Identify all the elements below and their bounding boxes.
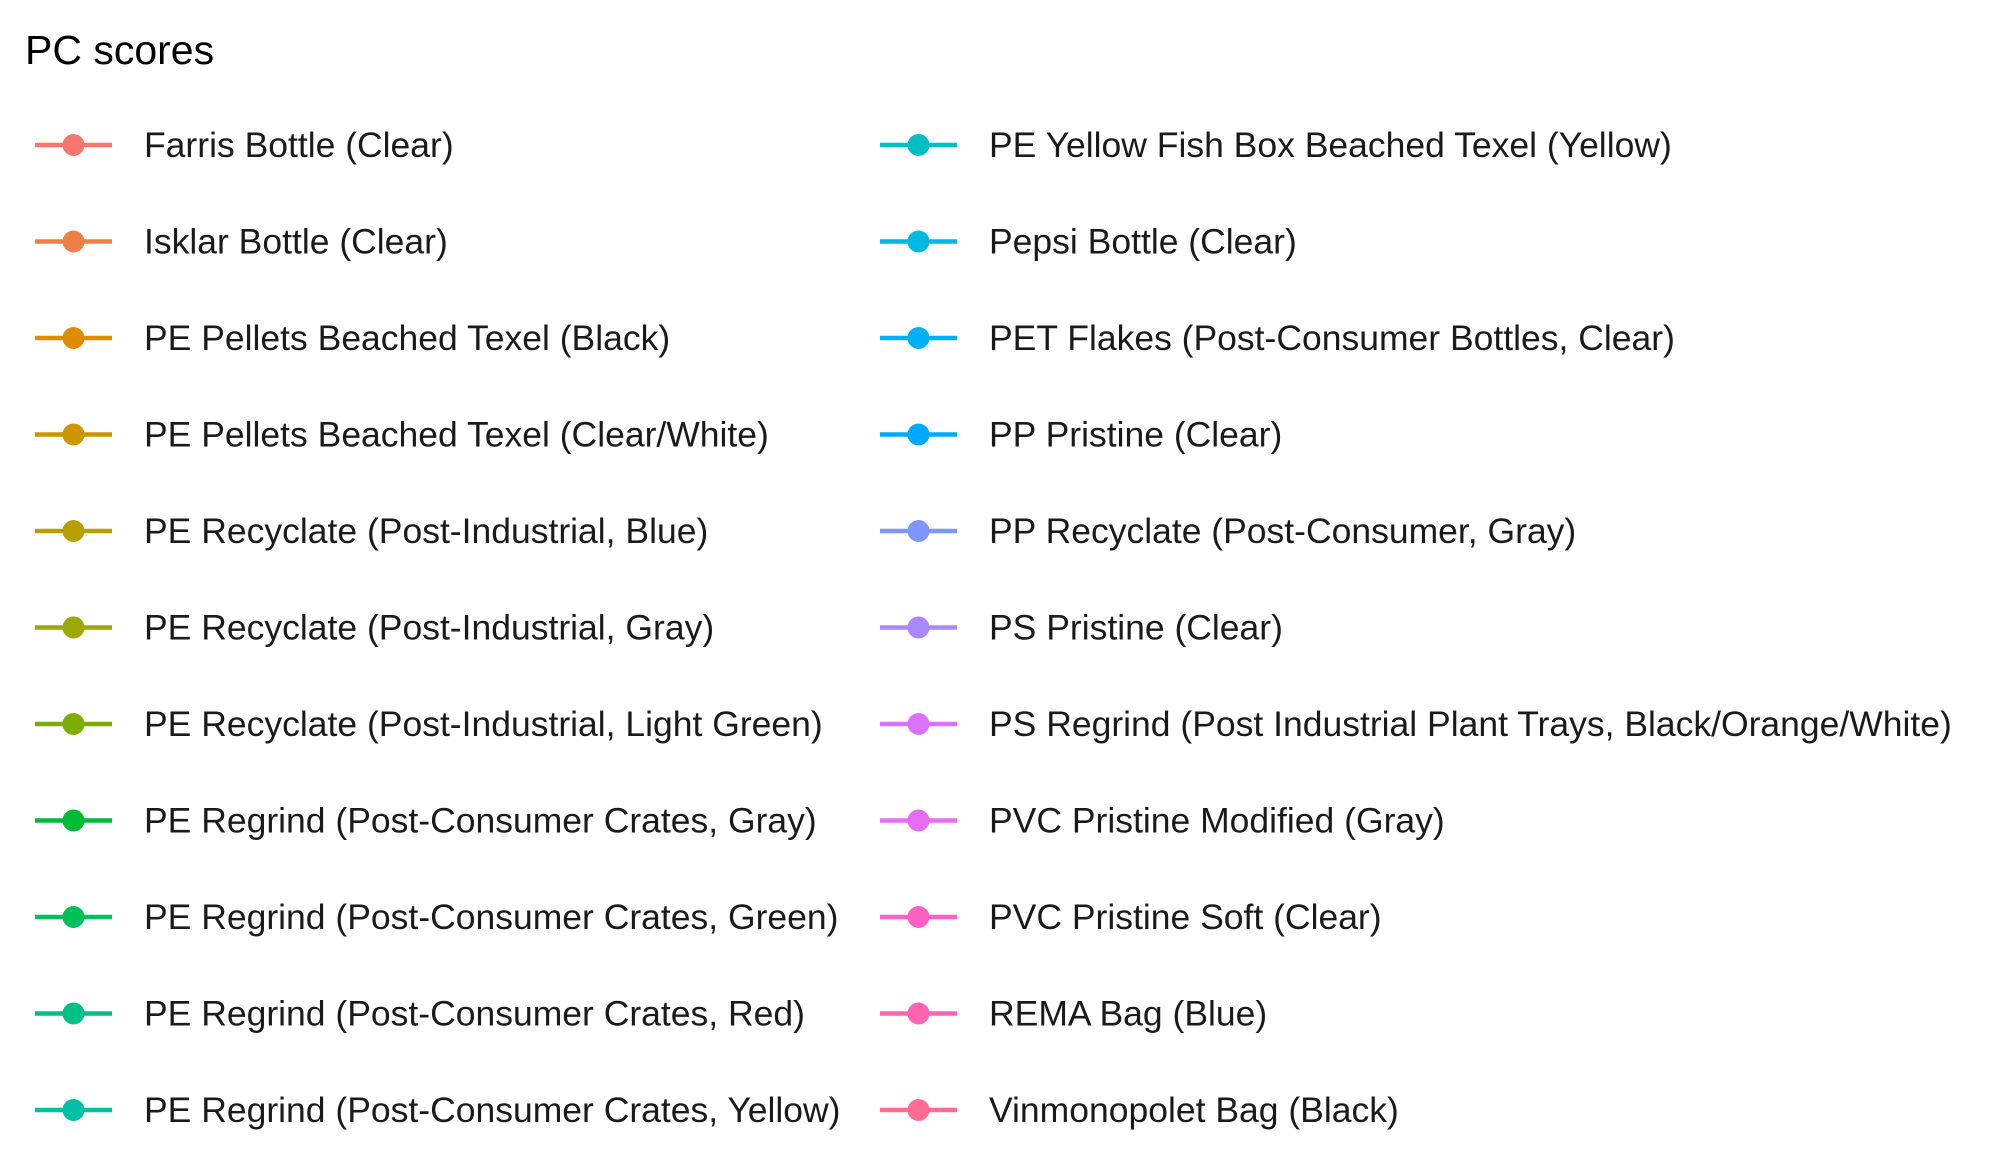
legend-label: PE Pellets Beached Texel (Clear/White) [144, 415, 769, 455]
legend-label: PVC Pristine Modified (Gray) [989, 801, 1445, 841]
legend-label: PET Flakes (Post-Consumer Bottles, Clear… [989, 318, 1675, 358]
legend-entry: Vinmonopolet Bag (Black) [880, 1090, 1399, 1130]
legend-label: PE Recyclate (Post-Industrial, Gray) [144, 608, 714, 648]
legend-entry: PP Pristine (Clear) [880, 415, 1282, 455]
legend-key-point [907, 1099, 930, 1121]
legend-label: PVC Pristine Soft (Clear) [989, 897, 1382, 937]
legend-entry: PVC Pristine Soft (Clear) [880, 897, 1382, 937]
legend-key-point [907, 616, 930, 639]
legend-key-point [62, 1099, 85, 1121]
legend-entry: PE Pellets Beached Texel (Black) [35, 318, 670, 358]
legend-label: PE Recyclate (Post-Industrial, Light Gre… [144, 704, 823, 744]
legend-label: PE Regrind (Post-Consumer Crates, Yellow… [144, 1090, 840, 1130]
legend-key-point [907, 134, 930, 156]
legend-key-point [62, 423, 85, 446]
legend-label: Vinmonopolet Bag (Black) [989, 1090, 1399, 1130]
legend-entry: PS Regrind (Post Industrial Plant Trays,… [880, 704, 1952, 744]
legend-key-point [62, 327, 85, 349]
legend-key-point [907, 423, 930, 446]
legend-entry: Farris Bottle (Clear) [35, 125, 454, 165]
legend-label: PE Regrind (Post-Consumer Crates, Gray) [144, 801, 817, 841]
legend-entry: PE Recyclate (Post-Industrial, Blue) [35, 511, 708, 551]
legend-key-point [62, 134, 85, 156]
legend-label: PS Regrind (Post Industrial Plant Trays,… [989, 704, 1952, 744]
legend-label: PE Regrind (Post-Consumer Crates, Green) [144, 897, 838, 937]
legend-key-point [62, 230, 85, 253]
legend-key-point [907, 230, 930, 253]
legend-label: Pepsi Bottle (Clear) [989, 222, 1297, 262]
legend-label: PE Yellow Fish Box Beached Texel (Yellow… [989, 125, 1672, 165]
legend-entry: PE Regrind (Post-Consumer Crates, Yellow… [35, 1090, 840, 1130]
legend-title: PC scores [25, 27, 214, 73]
legend-key-point [907, 809, 930, 832]
legend-label: PP Recyclate (Post-Consumer, Gray) [989, 511, 1576, 551]
legend-label: Farris Bottle (Clear) [144, 125, 454, 165]
legend-entry: PVC Pristine Modified (Gray) [880, 801, 1445, 841]
legend-label: PE Regrind (Post-Consumer Crates, Red) [144, 994, 805, 1034]
legend-label: PE Pellets Beached Texel (Black) [144, 318, 670, 358]
legend-key-point [62, 520, 85, 542]
legend-entry: REMA Bag (Blue) [880, 994, 1267, 1034]
legend-entry: Pepsi Bottle (Clear) [880, 222, 1297, 262]
legend-entries: Farris Bottle (Clear) Isklar Bottle (Clea… [35, 125, 1952, 1130]
legend-label: PE Recyclate (Post-Industrial, Blue) [144, 511, 708, 551]
legend-key-point [907, 713, 930, 735]
legend-entry: PE Recyclate (Post-Industrial, Light Gre… [35, 704, 823, 744]
legend-entry: PE Regrind (Post-Consumer Crates, Gray) [35, 801, 817, 841]
legend-label: Isklar Bottle (Clear) [144, 222, 448, 262]
legend-key-point [62, 1002, 85, 1025]
legend-key-point [62, 809, 85, 832]
legend-entry: PE Recyclate (Post-Industrial, Gray) [35, 608, 714, 648]
legend-key-point [62, 616, 85, 639]
legend-key-point [907, 906, 930, 928]
legend-entry: PE Regrind (Post-Consumer Crates, Green) [35, 897, 838, 937]
legend-key-point [907, 327, 930, 349]
legend-entry: PS Pristine (Clear) [880, 608, 1283, 648]
legend-key-point [62, 906, 85, 928]
legend-key-point [907, 1002, 930, 1025]
legend-entry: PE Yellow Fish Box Beached Texel (Yellow… [880, 125, 1672, 165]
legend-key-point [907, 520, 930, 542]
legend-entry: Isklar Bottle (Clear) [35, 222, 448, 262]
legend-label: PP Pristine (Clear) [989, 415, 1282, 455]
legend-label: REMA Bag (Blue) [989, 994, 1267, 1034]
legend-key-point [62, 713, 85, 735]
legend-entry: PE Pellets Beached Texel (Clear/White) [35, 415, 769, 455]
legend-entry: PP Recyclate (Post-Consumer, Gray) [880, 511, 1576, 551]
legend-label: PS Pristine (Clear) [989, 608, 1283, 648]
legend-entry: PET Flakes (Post-Consumer Bottles, Clear… [880, 318, 1675, 358]
legend-entry: PE Regrind (Post-Consumer Crates, Red) [35, 994, 805, 1034]
